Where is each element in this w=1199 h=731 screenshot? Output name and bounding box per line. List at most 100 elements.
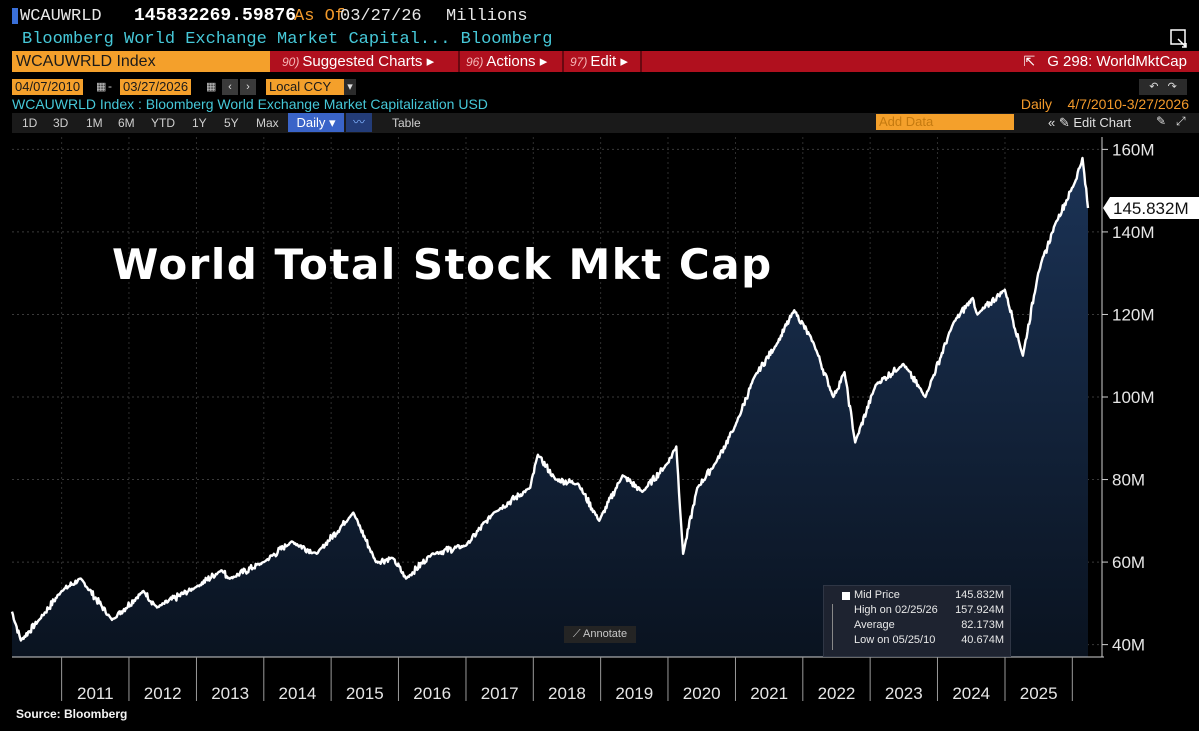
edit-label: Edit ▸: [590, 53, 628, 70]
edit-button[interactable]: 97) Edit ▸: [570, 51, 628, 72]
toolbar-divider: [640, 51, 642, 72]
legend-value: 82.173M: [961, 619, 1004, 631]
legend-label: Average: [854, 619, 895, 631]
x-tick-label: 2018: [548, 684, 586, 703]
as-of-label: As Of: [294, 7, 346, 26]
legend-label: High on 02/25/26: [854, 604, 938, 616]
add-data-input[interactable]: Add Data: [876, 114, 1014, 130]
x-axis: 2011 2012 2013 2014 2015 2016 2017 2018 2019 2020…: [61, 657, 1073, 703]
legend-value: 157.924M: [955, 604, 1004, 616]
period-select[interactable]: Daily ▾: [288, 113, 344, 132]
calendar-icon[interactable]: ▦: [206, 79, 217, 95]
currency-select[interactable]: Local CCY: [266, 79, 346, 95]
x-tick-label: 2024: [952, 684, 990, 703]
prev-period-icon[interactable]: ‹: [222, 79, 238, 95]
ticker-code[interactable]: WCAUWRLD: [20, 7, 102, 26]
export-icon[interactable]: ⇱: [1023, 53, 1036, 69]
last-value-tag-label: 145.832M: [1113, 199, 1189, 218]
actions-button[interactable]: 96) Actions ▸: [466, 51, 547, 72]
frequency-label: Daily: [1020, 96, 1052, 112]
y-tick-label: 40M: [1112, 636, 1145, 655]
security-field[interactable]: WCAUWRLD Index: [12, 51, 270, 72]
legend-value: 145.832M: [955, 589, 1004, 601]
chart-id-title[interactable]: ⇱ G 298: WorldMktCap: [1023, 51, 1187, 72]
undo-redo-buttons[interactable]: ↶ ↷: [1139, 79, 1187, 95]
legend-box: Mid Price 145.832M High on 02/25/26 157.…: [823, 585, 1011, 657]
market-cap-area: [12, 158, 1088, 657]
actions-label: Actions ▸: [486, 53, 548, 70]
x-tick-label: 2019: [615, 684, 653, 703]
date-dash: -: [108, 79, 112, 93]
chart-title: World Total Stock Mkt Cap: [112, 240, 773, 289]
actions-number: 96): [466, 55, 484, 69]
x-tick-label: 2017: [481, 684, 519, 703]
end-date-field[interactable]: 03/27/2026: [120, 79, 192, 95]
suggested-charts-button[interactable]: 90) Suggested Charts ▸: [282, 51, 434, 72]
toolbar-divider: [458, 51, 460, 72]
edit-number: 97): [570, 55, 588, 69]
range-1y[interactable]: 1Y: [192, 116, 207, 130]
range-max[interactable]: Max: [256, 116, 279, 130]
table-button[interactable]: Table: [392, 116, 421, 130]
legend-label: Mid Price: [854, 589, 900, 601]
units-label: Millions: [446, 7, 528, 26]
function-toolbar: [12, 51, 1199, 72]
x-tick-label: 2023: [885, 684, 923, 703]
calendar-icon[interactable]: ▦: [96, 79, 107, 95]
range-1m[interactable]: 1M: [86, 116, 103, 130]
range-3d[interactable]: 3D: [53, 116, 69, 130]
y-axis: 40M 60M 80M 100M 120M 140M 160M: [1101, 137, 1155, 657]
security-description: Bloomberg World Exchange Market Capital.…: [22, 30, 553, 49]
as-of-date: 03/27/26: [340, 7, 422, 26]
chevron-down-icon[interactable]: ▾: [344, 79, 356, 95]
range-1d[interactable]: 1D: [22, 116, 38, 130]
x-tick-label: 2014: [279, 684, 317, 703]
last-value-tag-bg: [1103, 196, 1199, 219]
x-tick-label: 2021: [750, 684, 788, 703]
legend-label: Low on 05/25/10: [854, 634, 936, 646]
start-date-field[interactable]: 04/07/2010: [12, 79, 84, 95]
annotate-label: Annotate: [583, 628, 628, 640]
y-tick-label: 60M: [1112, 553, 1145, 572]
range-ytd[interactable]: YTD: [151, 116, 175, 130]
undo-icon[interactable]: ↶: [1149, 81, 1159, 93]
x-tick-label: 2013: [211, 684, 249, 703]
chart-subtitle: WCAUWRLD Index : Bloomberg World Exchang…: [12, 96, 488, 112]
y-tick-label: 80M: [1112, 471, 1145, 490]
suggested-charts-number: 90): [282, 55, 300, 69]
legend-bracket: [832, 604, 833, 650]
chart-id: G 298: WorldMktCap: [1047, 53, 1187, 70]
market-cap-line: [10, 156, 1090, 642]
range-6m[interactable]: 6M: [118, 116, 135, 130]
expand-icon[interactable]: [1169, 28, 1189, 48]
last-value-tag: 145.832M: [1103, 196, 1199, 219]
edit-chart-button[interactable]: « ✎ Edit Chart: [1048, 115, 1132, 130]
x-tick-label: 2012: [144, 684, 182, 703]
x-tick-label: 2022: [818, 684, 856, 703]
x-tick-label: 2011: [77, 684, 114, 703]
y-tick-label: 100M: [1112, 388, 1155, 407]
last-value: 145832269.59876: [134, 6, 297, 26]
y-tick-label: 160M: [1112, 140, 1155, 159]
x-tick-label: 2020: [683, 684, 721, 703]
fullscreen-icon[interactable]: ⤢: [1176, 114, 1186, 128]
x-tick-label: 2016: [413, 684, 451, 703]
x-tick-label: 2015: [346, 684, 384, 703]
edit-style-icon[interactable]: ✎: [1156, 114, 1167, 128]
frequency-range: Daily 4/7/2010-3/27/2026: [1021, 96, 1189, 112]
next-period-icon[interactable]: ›: [240, 79, 256, 95]
line-chart-icon[interactable]: 〰: [346, 113, 372, 132]
suggested-charts-label: Suggested Charts ▸: [302, 53, 435, 70]
source-note: Source: Bloomberg: [16, 707, 128, 721]
annotate-button[interactable]: ⟋ Annotate: [564, 626, 636, 643]
range-5y[interactable]: 5Y: [224, 116, 239, 130]
date-range-label: 4/7/2010-3/27/2026: [1067, 96, 1189, 112]
ticker-marker: [12, 8, 18, 24]
pencil-icon: ⟋: [572, 628, 581, 640]
redo-icon[interactable]: ↷: [1167, 81, 1177, 93]
expand-icon-glyph: [1170, 29, 1187, 48]
y-tick-label: 120M: [1112, 305, 1155, 324]
x-tick-label: 2025: [1020, 684, 1058, 703]
toolbar-divider: [562, 51, 564, 72]
